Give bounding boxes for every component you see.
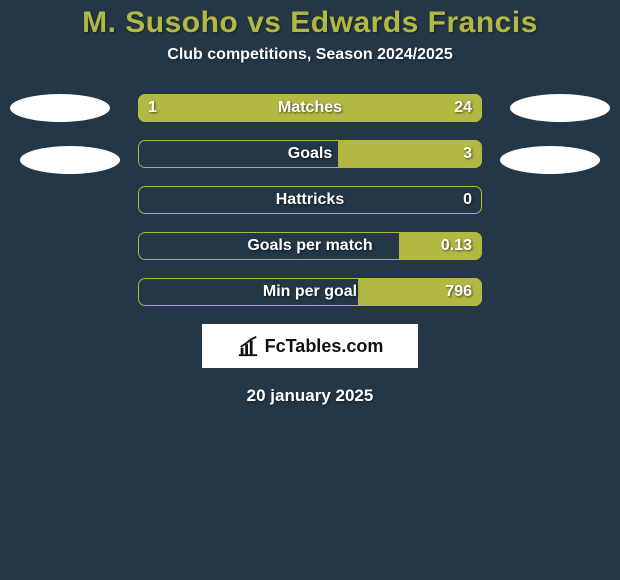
- subtitle: Club competitions, Season 2024/2025: [0, 46, 620, 64]
- bar-label: Matches: [138, 94, 482, 122]
- player-photo-placeholder-left-2: [20, 146, 120, 174]
- comparison-row: 796Min per goal: [138, 278, 482, 306]
- player-photo-placeholder-right-1: [510, 94, 610, 122]
- page-title: M. Susoho vs Edwards Francis: [0, 0, 620, 40]
- comparison-row: 3Goals: [138, 140, 482, 168]
- player-photo-placeholder-right-2: [500, 146, 600, 174]
- bar-chart-icon: [237, 335, 259, 357]
- bar-label: Goals: [138, 140, 482, 168]
- player-photo-placeholder-left-1: [10, 94, 110, 122]
- comparison-row: 0Hattricks: [138, 186, 482, 214]
- brand-text: FcTables.com: [265, 336, 384, 357]
- comparison-rows: 124Matches 3Goals 0Hattricks 0.13Goals per …: [138, 94, 482, 306]
- bar-label: Min per goal: [138, 278, 482, 306]
- comparison-row: 124Matches: [138, 94, 482, 122]
- bar-label: Hattricks: [138, 186, 482, 214]
- comparison-row: 0.13Goals per match: [138, 232, 482, 260]
- comparison-chart: 124Matches 3Goals 0Hattricks 0.13Goals per …: [0, 94, 620, 406]
- bar-label: Goals per match: [138, 232, 482, 260]
- brand-box: FcTables.com: [202, 324, 418, 368]
- date-text: 20 january 2025: [20, 386, 600, 406]
